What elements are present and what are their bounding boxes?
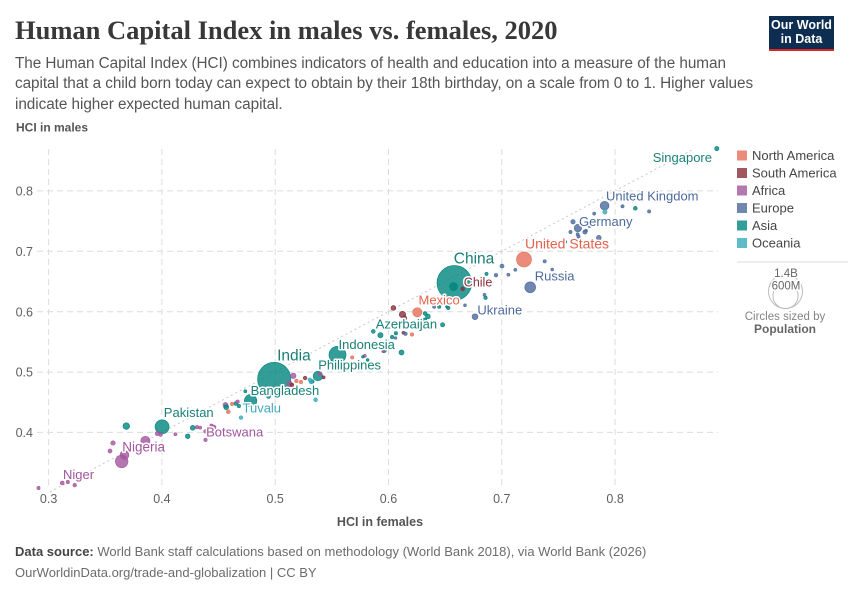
svg-text:Indonesia: Indonesia xyxy=(339,337,396,352)
svg-text:0.7: 0.7 xyxy=(493,492,510,506)
svg-text:Germany: Germany xyxy=(579,214,633,229)
svg-text:Oceania: Oceania xyxy=(752,236,801,251)
svg-text:0.8: 0.8 xyxy=(606,492,623,506)
svg-text:0.4: 0.4 xyxy=(153,492,170,506)
svg-text:Philippines: Philippines xyxy=(318,358,381,373)
svg-text:Bangladesh: Bangladesh xyxy=(251,383,320,398)
svg-text:North America: North America xyxy=(752,148,835,163)
svg-text:Tuvalu: Tuvalu xyxy=(243,400,282,415)
svg-text:Niger: Niger xyxy=(63,467,95,482)
svg-text:Mexico: Mexico xyxy=(419,293,460,308)
svg-text:0.3: 0.3 xyxy=(40,492,57,506)
svg-text:Chile: Chile xyxy=(464,275,493,289)
svg-text:0.6: 0.6 xyxy=(16,305,33,319)
svg-text:0.5: 0.5 xyxy=(16,366,33,380)
svg-text:HCI in males: HCI in males xyxy=(16,121,88,135)
svg-text:Africa: Africa xyxy=(752,183,786,198)
svg-text:1.4B: 1.4B xyxy=(774,268,798,280)
svg-text:Ukraine: Ukraine xyxy=(477,303,522,318)
svg-text:0.5: 0.5 xyxy=(267,492,284,506)
svg-text:Botswana: Botswana xyxy=(206,425,264,440)
svg-text:Europe: Europe xyxy=(752,201,794,216)
svg-text:0.4: 0.4 xyxy=(16,426,33,440)
svg-text:0.7: 0.7 xyxy=(16,245,33,259)
svg-text:Population: Population xyxy=(754,322,816,336)
svg-text:0.6: 0.6 xyxy=(380,492,397,506)
svg-text:Azerbaijan: Azerbaijan xyxy=(376,316,437,331)
svg-text:HCI in females: HCI in females xyxy=(337,515,423,529)
svg-text:Asia: Asia xyxy=(752,218,778,233)
svg-text:Pakistan: Pakistan xyxy=(164,405,214,420)
svg-text:0.8: 0.8 xyxy=(16,185,33,199)
svg-text:Nigeria: Nigeria xyxy=(122,440,165,455)
svg-text:Russia: Russia xyxy=(535,269,576,284)
svg-text:Singapore: Singapore xyxy=(653,150,712,165)
svg-text:600M: 600M xyxy=(772,281,801,293)
svg-text:United Kingdom: United Kingdom xyxy=(606,189,699,204)
svg-text:India: India xyxy=(277,348,311,365)
svg-text:United States: United States xyxy=(525,236,609,252)
svg-text:South America: South America xyxy=(752,166,837,181)
svg-text:Circles sized by: Circles sized by xyxy=(745,311,826,323)
svg-text:China: China xyxy=(454,251,495,268)
